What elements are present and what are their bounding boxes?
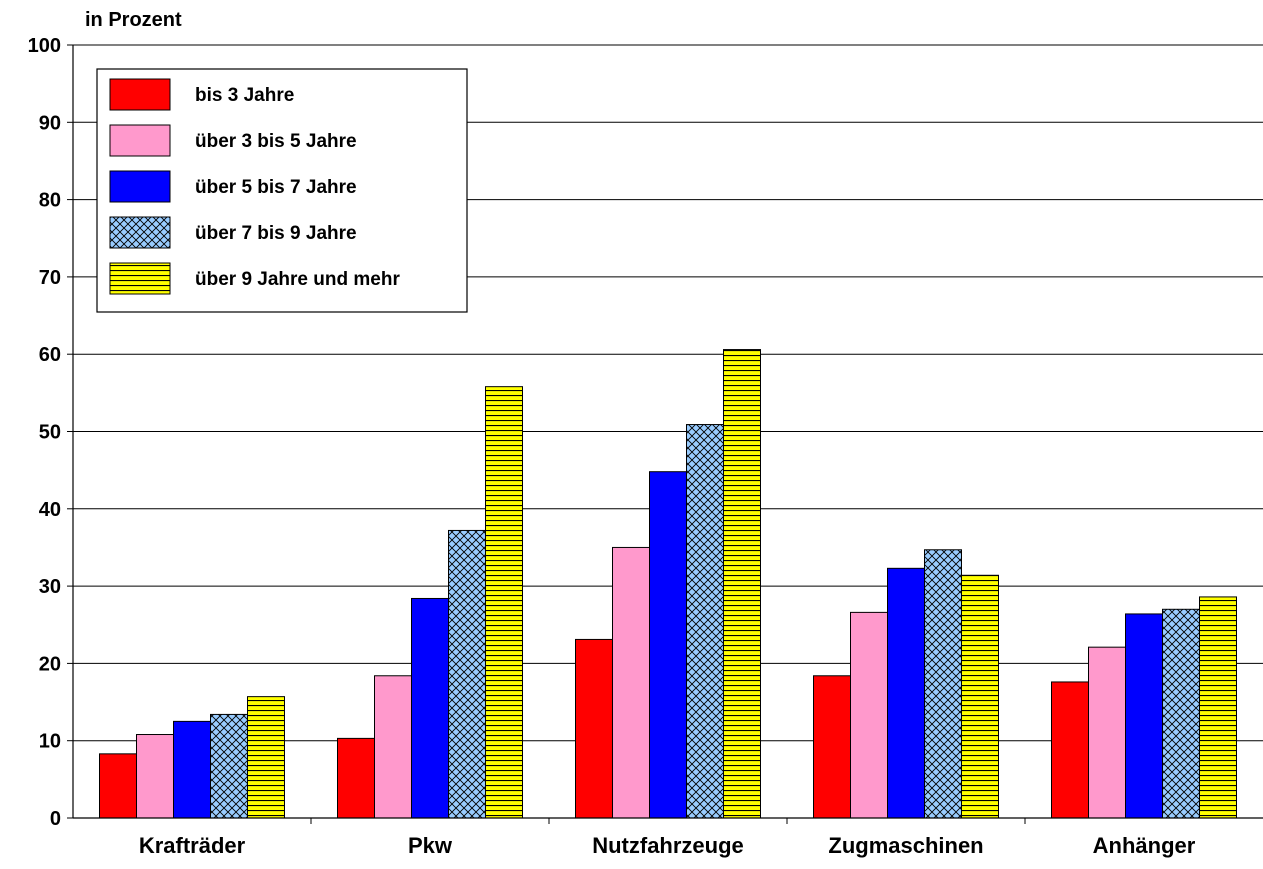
y-tick-label: 10	[39, 731, 61, 753]
legend-label: über 5 bis 7 Jahre	[195, 177, 357, 198]
x-tick-label: Krafträder	[139, 833, 246, 858]
legend-swatch	[109, 170, 171, 203]
bar-2-0	[575, 638, 613, 819]
legend: bis 3 Jahre über 3 bis 5 Jahre über 5 bis …	[96, 68, 468, 313]
legend-label: über 3 bis 5 Jahre	[195, 131, 357, 152]
axes	[67, 44, 1263, 824]
bar-3-4	[961, 574, 999, 819]
bar-2-1	[612, 546, 650, 819]
y-tick-label: 50	[39, 422, 61, 444]
bar-0-1	[136, 734, 174, 819]
bar-4-4	[1199, 596, 1237, 819]
bar-3-0	[813, 675, 851, 819]
bar-4-1	[1088, 646, 1126, 819]
legend-label: bis 3 Jahre	[195, 85, 294, 106]
bar-1-0	[337, 737, 375, 819]
bar-0-2	[173, 720, 211, 819]
bar-2-3	[686, 424, 724, 819]
bar-1-1	[374, 675, 412, 819]
x-tick-labels: Krafträder Pkw Nutzfahrzeuge Zugmaschinen An…	[139, 833, 1196, 858]
x-tick-label: Zugmaschinen	[828, 833, 983, 858]
x-tick-label: Pkw	[408, 833, 453, 858]
bars	[99, 349, 1237, 819]
bar-1-4	[485, 386, 523, 819]
bar-3-2	[887, 567, 925, 819]
bar-3-3	[924, 549, 962, 819]
legend-label: über 7 bis 9 Jahre	[195, 223, 357, 244]
x-tick-label: Anhänger	[1093, 833, 1196, 858]
bar-2-4	[723, 349, 761, 819]
bar-1-2	[411, 597, 449, 819]
bar-2-2	[649, 471, 687, 819]
bar-0-3	[210, 713, 248, 819]
bar-3-1	[850, 611, 888, 819]
y-tick-label: 90	[39, 112, 61, 134]
y-tick-label: 80	[39, 190, 61, 212]
bar-4-3	[1162, 608, 1200, 819]
legend-swatch	[109, 216, 171, 249]
y-axis-label: in Prozent	[85, 9, 182, 31]
y-tick-label: 100	[28, 35, 61, 57]
x-tick-label: Nutzfahrzeuge	[592, 833, 744, 858]
y-tick-labels: 0 10 20 30 40 50 60 70 80 90 100	[28, 35, 61, 830]
legend-label: über 9 Jahre und mehr	[195, 269, 400, 290]
y-tick-label: 60	[39, 344, 61, 366]
legend-swatch	[109, 78, 171, 111]
bar-4-2	[1125, 613, 1163, 819]
bar-4-0	[1051, 681, 1089, 819]
bar-0-4	[247, 696, 285, 819]
bar-1-3	[448, 529, 486, 819]
legend-swatch	[109, 262, 171, 295]
y-tick-label: 0	[50, 808, 61, 830]
y-tick-label: 40	[39, 499, 61, 521]
bar-0-0	[99, 753, 137, 819]
y-tick-label: 20	[39, 653, 61, 675]
y-tick-label: 30	[39, 576, 61, 598]
y-tick-label: 70	[39, 267, 61, 289]
legend-swatch	[109, 124, 171, 157]
